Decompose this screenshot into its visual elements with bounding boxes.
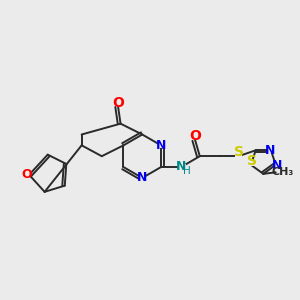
Text: N: N [176, 160, 186, 172]
Text: CH₃: CH₃ [272, 167, 294, 177]
Text: O: O [189, 129, 201, 143]
Text: N: N [156, 139, 166, 152]
Bar [268, 148, 274, 153]
Text: N: N [137, 171, 147, 184]
Bar [249, 160, 256, 166]
Text: O: O [112, 96, 124, 110]
Bar [274, 162, 281, 168]
Bar [115, 100, 122, 106]
Bar [179, 164, 186, 170]
Bar [235, 153, 242, 159]
Bar [192, 133, 199, 139]
Bar [23, 172, 30, 178]
Text: O: O [21, 168, 32, 181]
Bar [139, 175, 146, 181]
Bar [158, 142, 164, 148]
Text: H: H [183, 166, 190, 176]
Text: S: S [248, 154, 257, 168]
Text: S: S [233, 145, 244, 159]
Text: N: N [272, 159, 282, 172]
Text: N: N [265, 144, 275, 158]
